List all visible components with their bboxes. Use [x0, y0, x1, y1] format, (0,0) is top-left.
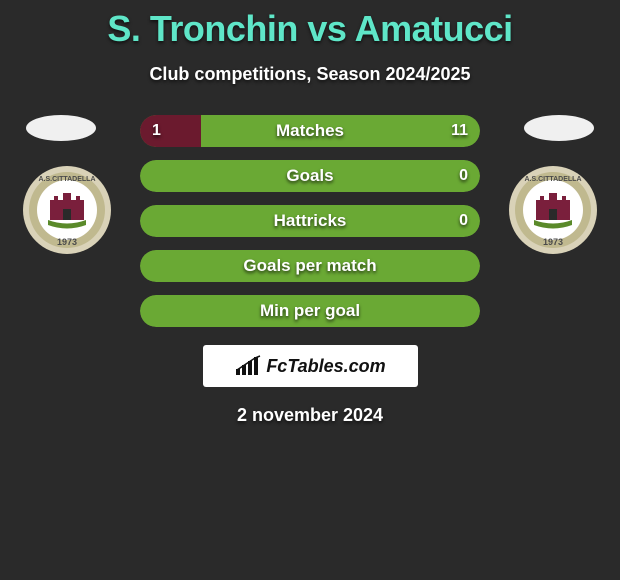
date-label: 2 november 2024 [0, 405, 620, 426]
stat-label: Goals [140, 160, 480, 192]
club-badge-right: A.S.CITTADELLA 1973 [508, 165, 598, 255]
stat-row: Hattricks0 [140, 205, 480, 237]
brand-text: FcTables.com [266, 356, 385, 377]
comparison-panel: A.S.CITTADELLA 1973 A.S.CITTADELLA 1973 … [0, 115, 620, 426]
stat-label: Min per goal [140, 295, 480, 327]
club-badge-left: A.S.CITTADELLA 1973 [22, 165, 112, 255]
stat-label: Goals per match [140, 250, 480, 282]
stat-value-right: 0 [459, 160, 468, 192]
stat-bars: Matches111Goals0Hattricks0Goals per matc… [140, 115, 480, 327]
brand-badge: FcTables.com [203, 345, 418, 387]
stat-value-right: 0 [459, 205, 468, 237]
player-left-avatar [26, 115, 96, 141]
stat-label: Hattricks [140, 205, 480, 237]
svg-text:1973: 1973 [543, 237, 563, 247]
brand-icon [234, 355, 262, 377]
stat-row: Min per goal [140, 295, 480, 327]
stat-value-left: 1 [152, 115, 161, 147]
badge-label-top: A.S.CITTADELLA [38, 176, 95, 183]
stat-label: Matches [140, 115, 480, 147]
page-subtitle: Club competitions, Season 2024/2025 [0, 64, 620, 85]
stat-row: Goals0 [140, 160, 480, 192]
player-right-avatar [524, 115, 594, 141]
badge-year: 1973 [57, 237, 77, 247]
stat-value-right: 11 [451, 115, 468, 147]
stat-row: Matches111 [140, 115, 480, 147]
stat-row: Goals per match [140, 250, 480, 282]
page-title: S. Tronchin vs Amatucci [0, 0, 620, 50]
svg-text:A.S.CITTADELLA: A.S.CITTADELLA [524, 176, 581, 183]
